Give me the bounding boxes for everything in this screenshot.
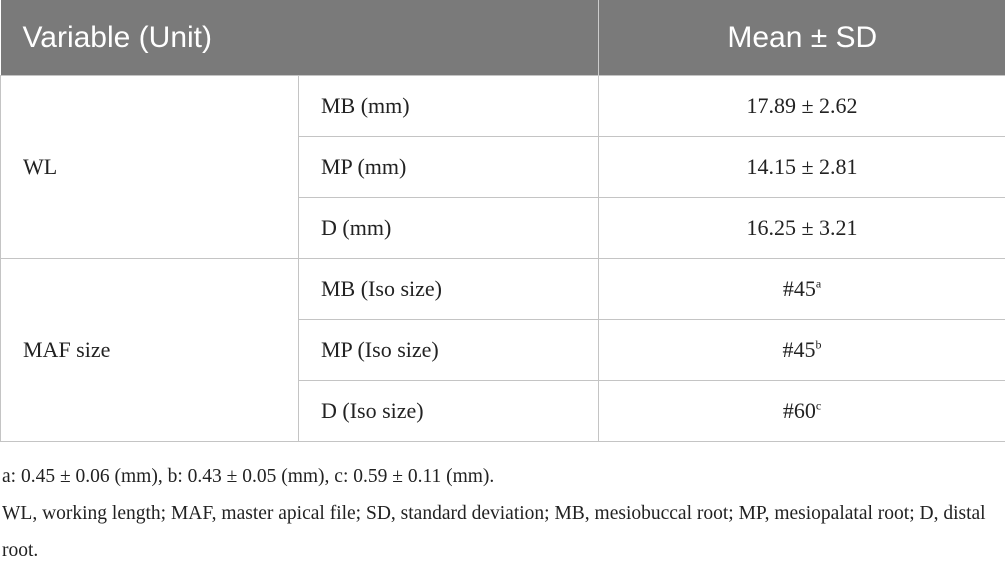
footnote: WL, working length; MAF, master apical f… <box>2 495 1005 569</box>
variable-cell: D (Iso size) <box>299 381 599 442</box>
footnote-mark: a <box>816 277 821 291</box>
group-label: WL <box>1 76 299 259</box>
value-cell: 16.25 ± 3.21 <box>599 198 1005 259</box>
value-cell: 17.89 ± 2.62 <box>599 76 1005 137</box>
variable-cell: MP (Iso size) <box>299 320 599 381</box>
value-cell: #60c <box>599 381 1005 442</box>
footnotes: a: 0.45 ± 0.06 (mm), b: 0.43 ± 0.05 (mm)… <box>0 442 1005 569</box>
footnote-mark: c <box>816 399 821 413</box>
value: #60 <box>783 398 816 423</box>
header-row: Variable (Unit) Mean ± SD <box>1 0 1005 76</box>
footnote: a: 0.45 ± 0.06 (mm), b: 0.43 ± 0.05 (mm)… <box>2 458 1005 495</box>
value: #45 <box>783 337 816 362</box>
value-cell: #45a <box>599 259 1005 320</box>
variable-cell: D (mm) <box>299 198 599 259</box>
value: 17.89 ± 2.62 <box>746 93 857 118</box>
value: 14.15 ± 2.81 <box>746 154 857 179</box>
value-cell: 14.15 ± 2.81 <box>599 137 1005 198</box>
value-cell: #45b <box>599 320 1005 381</box>
header-cell: Mean ± SD <box>599 0 1005 76</box>
variable-cell: MB (mm) <box>299 76 599 137</box>
variable-cell: MP (mm) <box>299 137 599 198</box>
header-cell: Variable (Unit) <box>1 0 599 76</box>
value: #45 <box>783 276 816 301</box>
group-label: MAF size <box>1 259 299 442</box>
footnote-mark: b <box>816 338 822 352</box>
value: 16.25 ± 3.21 <box>746 215 857 240</box>
variable-cell: MB (Iso size) <box>299 259 599 320</box>
